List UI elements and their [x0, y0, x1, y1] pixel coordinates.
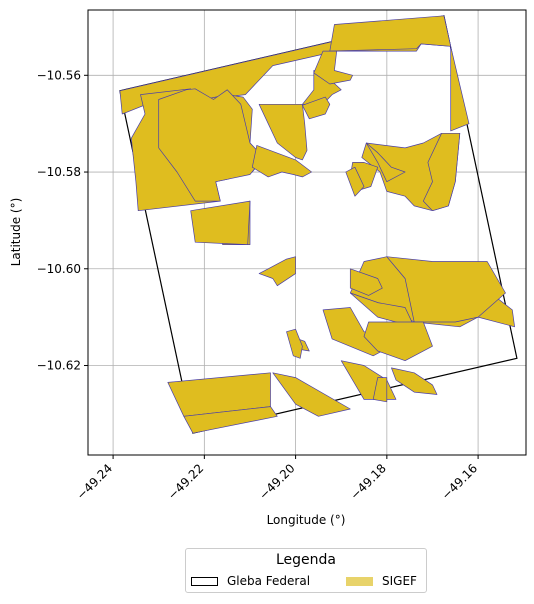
y-tick-label: −10.58	[37, 165, 81, 179]
sigef-parcel	[272, 372, 351, 417]
x-axis-ticks: −49.24 −49.22 −49.20 −49.18 −49.16	[74, 455, 480, 503]
sigef-parcel	[345, 166, 365, 197]
legend-entry-sigef: SIGEF	[346, 574, 417, 588]
x-tick-label: −49.18	[348, 461, 389, 502]
legend-label-sigef: SIGEF	[382, 574, 417, 588]
x-axis-title: Longitude (°)	[267, 513, 346, 527]
sigef-parcel	[258, 103, 308, 161]
y-tick-label: −10.60	[37, 262, 81, 276]
y-tick-label: −10.56	[37, 68, 81, 82]
sigef-parcel	[183, 406, 278, 434]
x-tick-label: −49.20	[256, 461, 297, 502]
sigef-parcel	[340, 360, 397, 400]
sigef-parcel	[386, 256, 506, 323]
sigef-parcel	[313, 50, 353, 85]
gleba-federal-swatch	[191, 576, 218, 586]
sigef-parcel	[365, 142, 406, 183]
y-axis-title: Latitude (°)	[9, 198, 23, 267]
sigef-parcel	[258, 256, 296, 287]
y-tick-label: −10.62	[37, 359, 81, 373]
axes-frame	[87, 9, 527, 456]
legend-label-gleba-federal: Gleba Federal	[227, 574, 311, 588]
sigef-parcel	[251, 145, 312, 178]
sigef-parcel	[302, 96, 331, 120]
x-tick-label: −49.24	[74, 461, 115, 502]
sigef-parcel	[372, 377, 388, 403]
sigef-parcel	[329, 15, 452, 52]
y-axis-ticks: −10.56 −10.58 −10.60 −10.62	[37, 68, 88, 373]
sigef-parcel	[349, 268, 383, 296]
sigef-parcel	[349, 292, 415, 328]
sigef-parcel	[190, 200, 251, 245]
sigef-parcel	[363, 321, 433, 362]
sigef-parcel	[391, 367, 438, 395]
sigef-parcels-layer	[119, 15, 515, 434]
legend-title: Legenda	[275, 552, 336, 568]
x-tick-label: −49.16	[439, 461, 480, 502]
x-tick-label: −49.22	[165, 461, 206, 502]
sigef-parcel	[422, 132, 461, 212]
map-legend: Legenda Gleba Federal SIGEF	[185, 548, 427, 593]
sigef-parcel	[286, 328, 303, 359]
sigef-swatch	[346, 576, 373, 586]
sigef-parcel	[450, 45, 470, 132]
legend-entry-gleba-federal: Gleba Federal	[191, 574, 310, 588]
